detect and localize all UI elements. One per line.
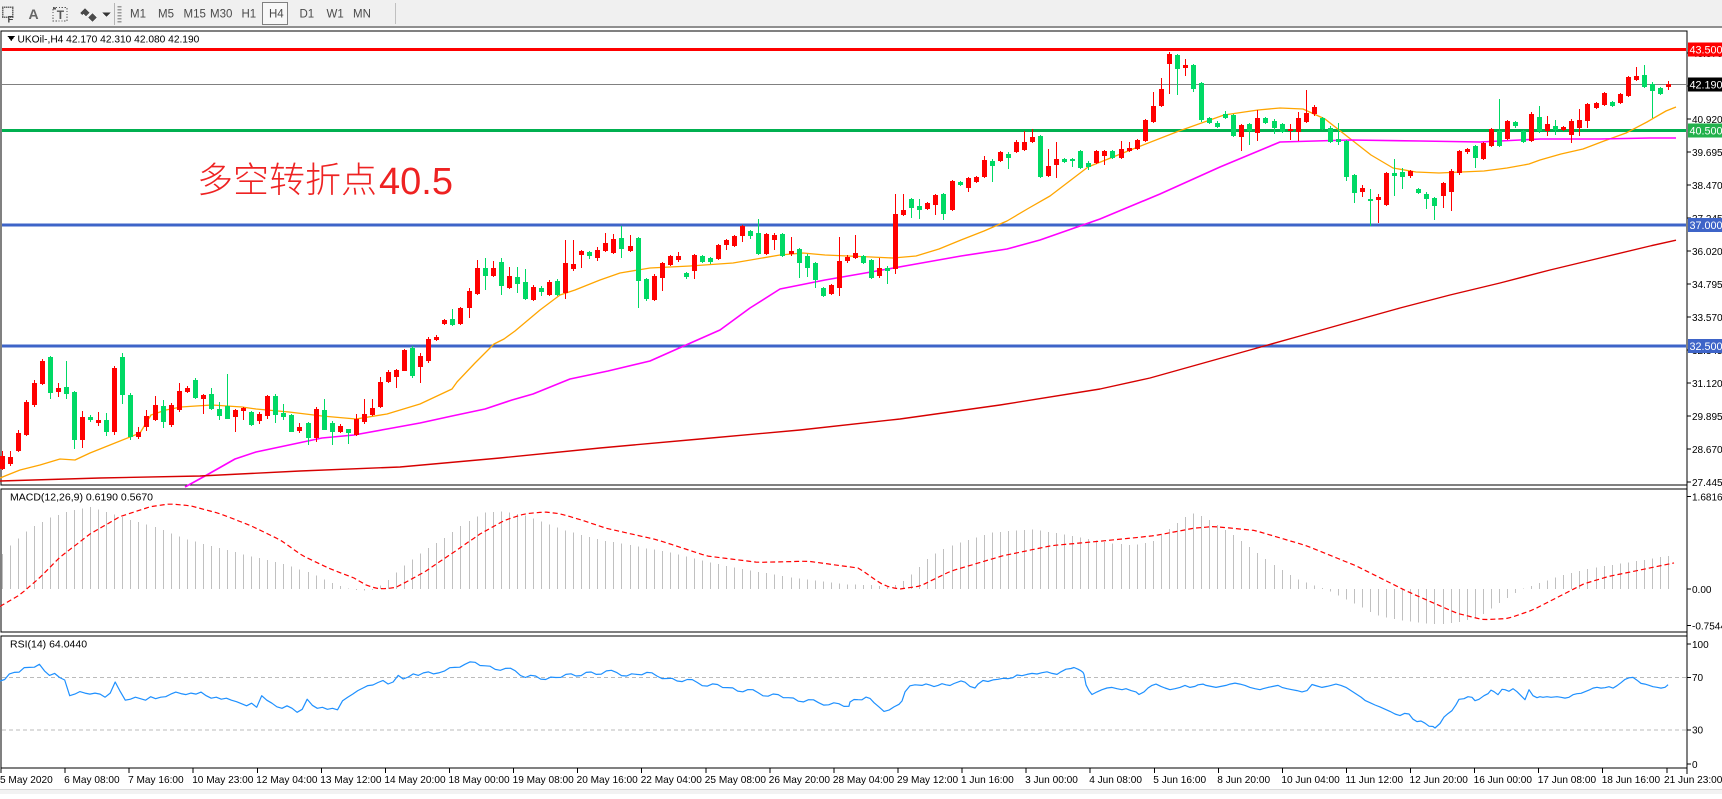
svg-text:31.120: 31.120 [1692,379,1722,390]
svg-text:4 Jun 08:00: 4 Jun 08:00 [1089,775,1142,786]
svg-text:7 May 16:00: 7 May 16:00 [128,775,184,786]
svg-text:6 May 08:00: 6 May 08:00 [64,775,120,786]
svg-text:10 Jun 04:00: 10 Jun 04:00 [1281,775,1340,786]
svg-text:8 Jun 20:00: 8 Jun 20:00 [1217,775,1270,786]
svg-text:M30: M30 [210,9,232,21]
svg-text:37.000: 37.000 [1690,220,1722,232]
svg-text:F: F [8,15,14,26]
svg-text:11 Jun 12:00: 11 Jun 12:00 [1346,775,1404,786]
svg-text:100: 100 [1692,640,1709,651]
svg-text:1 Jun 16:00: 1 Jun 16:00 [961,775,1014,786]
svg-text:MACD(12,26,9) 0.6190 0.5670: MACD(12,26,9) 0.6190 0.5670 [10,492,153,504]
svg-text:H4: H4 [269,9,284,21]
svg-text:18 May 00:00: 18 May 00:00 [449,775,511,786]
svg-text:MN: MN [353,9,371,21]
svg-text:25 May 08:00: 25 May 08:00 [705,775,767,786]
svg-text:39.695: 39.695 [1692,148,1722,159]
svg-text:0.00: 0.00 [1692,585,1712,596]
svg-text:34.795: 34.795 [1692,280,1722,291]
svg-text:M15: M15 [184,9,206,21]
svg-text:29.895: 29.895 [1692,412,1722,423]
svg-text:33.570: 33.570 [1692,313,1722,324]
svg-text:36.020: 36.020 [1692,247,1722,258]
svg-text:1.6816: 1.6816 [1692,492,1722,503]
svg-text:40.500: 40.500 [1690,126,1722,138]
svg-text:RSI(14) 64.0440: RSI(14) 64.0440 [10,639,87,651]
svg-text:0: 0 [1692,760,1698,771]
svg-text:20 May 16:00: 20 May 16:00 [577,775,639,786]
svg-text:18 Jun 16:00: 18 Jun 16:00 [1602,775,1661,786]
svg-text:29 May 12:00: 29 May 12:00 [897,775,959,786]
svg-text:32.500: 32.500 [1690,341,1722,353]
svg-text:28 May 04:00: 28 May 04:00 [833,775,895,786]
svg-text:40.5: 40.5 [379,161,453,203]
svg-text:10 May 23:00: 10 May 23:00 [192,775,254,786]
svg-text:H1: H1 [242,9,257,21]
svg-text:43.500: 43.500 [1690,45,1722,57]
svg-text:26 May 20:00: 26 May 20:00 [769,775,831,786]
svg-text:5 Jun 16:00: 5 Jun 16:00 [1153,775,1206,786]
svg-text:A: A [29,6,39,22]
svg-text:5 May 2020: 5 May 2020 [0,775,53,786]
svg-text:22 May 04:00: 22 May 04:00 [641,775,703,786]
svg-text:30: 30 [1692,726,1704,737]
svg-text:70: 70 [1692,673,1704,684]
svg-text:42.190: 42.190 [1690,80,1722,92]
svg-text:T: T [57,8,65,22]
svg-text:19 May 08:00: 19 May 08:00 [513,775,575,786]
svg-text:14 May 20:00: 14 May 20:00 [384,775,446,786]
svg-text:13 May 12:00: 13 May 12:00 [320,775,382,786]
svg-text:27.445: 27.445 [1692,478,1722,489]
svg-text:M1: M1 [130,9,146,21]
svg-text:28.670: 28.670 [1692,445,1722,456]
svg-text:12 May 04:00: 12 May 04:00 [256,775,318,786]
svg-text:M5: M5 [158,9,174,21]
svg-text:W1: W1 [327,9,344,21]
svg-text:3 Jun 00:00: 3 Jun 00:00 [1025,775,1078,786]
svg-text:21 Jun 23:00: 21 Jun 23:00 [1664,775,1722,786]
svg-text:D1: D1 [300,9,315,21]
svg-text:38.470: 38.470 [1692,181,1722,192]
svg-text:17 Jun 08:00: 17 Jun 08:00 [1538,775,1597,786]
svg-text:16 Jun 00:00: 16 Jun 00:00 [1474,775,1533,786]
svg-text:UKOil-,H4 42.170 42.310 42.08: UKOil-,H4 42.170 42.310 42.080 42.190 [18,35,200,46]
svg-text:12 Jun 20:00: 12 Jun 20:00 [1410,775,1469,786]
svg-text:-0.7544: -0.7544 [1692,621,1722,632]
